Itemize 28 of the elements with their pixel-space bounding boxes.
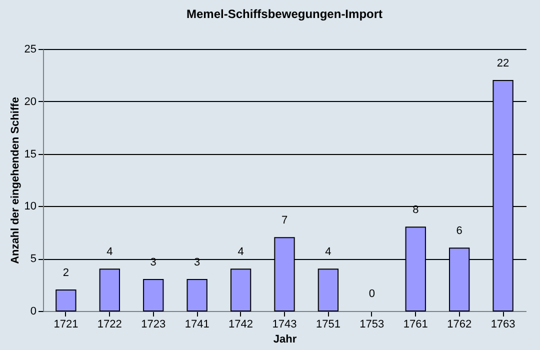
x-tick-label: 1723 — [141, 318, 166, 330]
x-tick-label: 1763 — [490, 318, 516, 330]
y-axis-title: Anzahl der eingehenden Schiffe — [9, 97, 22, 264]
y-tick-label: 10 — [24, 200, 36, 213]
x-tick-label: 1751 — [316, 318, 340, 330]
data-label: 0 — [368, 288, 375, 300]
y-tick-label: 20 — [24, 96, 36, 108]
data-label: 6 — [456, 225, 462, 238]
data-label: 7 — [281, 214, 288, 227]
data-label: 2 — [62, 267, 70, 280]
y-tick-label: 5 — [30, 253, 36, 266]
x-tick-label: 1743 — [272, 318, 297, 330]
x-tick-label: 1741 — [184, 318, 210, 330]
data-label: 22 — [496, 57, 510, 70]
x-axis-title: Jahr — [273, 334, 298, 346]
data-label: 4 — [325, 246, 332, 258]
y-tick-label: 25 — [24, 44, 36, 56]
x-tick-label: 1761 — [403, 318, 428, 330]
x-tick-label: 1722 — [97, 318, 122, 330]
x-tick-label: 1742 — [228, 318, 254, 330]
data-label: 4 — [106, 246, 113, 258]
x-tick-label: 1721 — [54, 318, 78, 330]
data-label: 4 — [238, 246, 244, 258]
y-tick-label: 15 — [24, 148, 36, 160]
y-tick-label: 0 — [30, 306, 36, 318]
x-tick-label: 1762 — [447, 318, 472, 330]
x-tick-label: 1753 — [360, 318, 384, 330]
chart-title: Memel-Schiffsbewegungen-Import — [186, 7, 383, 21]
